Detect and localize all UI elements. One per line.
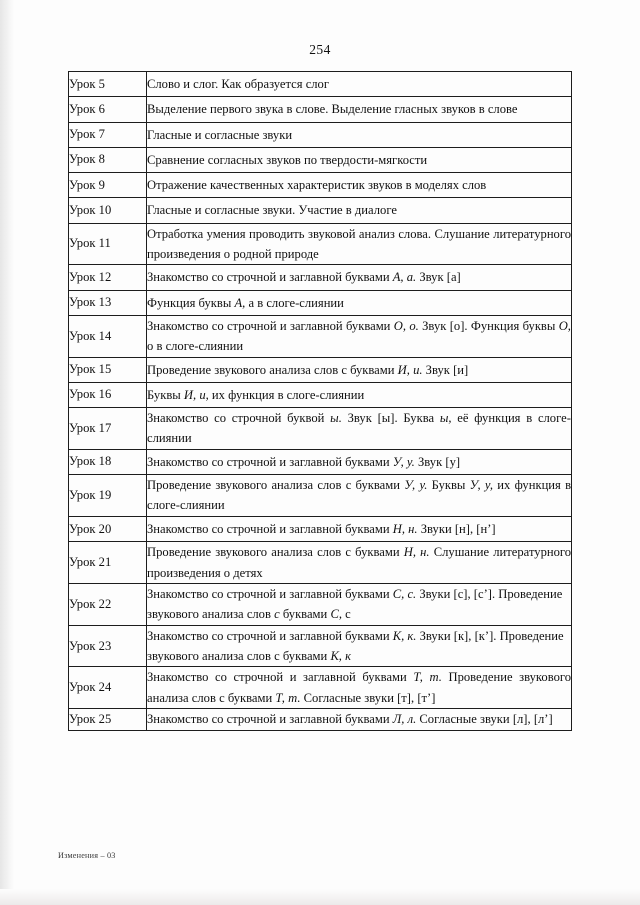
table-row: Урок 19 Проведение звукового анализа слов… [68, 474, 572, 517]
scan-edge-shadow-left [0, 0, 14, 905]
lesson-number-cell: Урок 21 [68, 541, 147, 584]
lesson-number-cell: Урок 10 [68, 197, 147, 224]
lesson-number-cell: Урок 25 [68, 708, 147, 731]
lesson-number-cell: Урок 16 [68, 381, 147, 409]
lesson-number-cell: Урок 14 [68, 314, 147, 358]
lesson-number-cell: Урок 22 [68, 582, 147, 626]
table-row: Урок 24 Знакомство со строчной и заглавно… [68, 666, 572, 710]
table-row: Урок 10 Гласные и согласные звуки. Участи… [68, 197, 572, 224]
table-row: Урок 16 Буквы И, и, их функция в слоге-сл… [68, 381, 572, 409]
scan-edge-shadow-bottom [0, 889, 640, 905]
lesson-number-cell: Урок 20 [68, 515, 147, 543]
lesson-topic-cell: Знакомство со строчной и заглавной буква… [146, 448, 572, 476]
lesson-topic-cell: Отражение качественных характеристик зву… [146, 171, 572, 199]
table-row: Урок 20 Знакомство со строчной и заглавно… [68, 515, 572, 543]
table-row: Урок 9 Отражение качественных характерист… [68, 171, 572, 199]
table-row: Урок 22 Знакомство со строчной и заглавно… [68, 582, 572, 626]
table-row: Урок 14 Знакомство со строчной и заглавно… [68, 314, 572, 358]
lesson-topic-cell: Гласные и согласные звуки. Участие в диа… [146, 197, 572, 224]
table-row: Урок 21 Проведение звукового анализа слов… [68, 541, 572, 584]
table-row: Урок 12 Знакомство со строчной и заглавно… [68, 264, 572, 291]
lesson-topic-cell: Функция буквы А, а в слоге-слиянии [146, 289, 572, 316]
lesson-topic-cell: Знакомство со строчной буквой ы. Звук [ы… [146, 407, 572, 450]
lesson-topic-cell: Буквы И, и, их функция в слоге-слиянии [146, 381, 572, 409]
lesson-topic-cell: Знакомство со строчной и заглавной буква… [146, 264, 572, 291]
lesson-number-cell: Урок 18 [68, 448, 147, 476]
table-row: Урок 11 Отработка умения проводить звуков… [68, 222, 572, 266]
page-number: 254 [309, 42, 331, 57]
lesson-topic-cell: Знакомство со строчной и заглавной буква… [146, 624, 572, 668]
lesson-number-cell: Урок 12 [68, 264, 147, 291]
lesson-table-body: Урок 5 Слово и слог. Как образуется слог У… [68, 70, 572, 731]
table-row: Урок 7 Гласные и согласные звуки [68, 121, 572, 148]
lesson-number-cell: Урок 6 [68, 96, 147, 123]
lesson-schedule-table: Урок 5 Слово и слог. Как образуется слог У… [68, 70, 572, 731]
lesson-topic-cell: Отработка умения проводить звуковой анал… [146, 222, 572, 266]
lesson-number-cell: Урок 8 [68, 146, 147, 174]
lesson-number-cell: Урок 11 [68, 222, 147, 266]
table-row: Урок 15 Проведение звукового анализа слов… [68, 356, 572, 383]
table-row: Урок 23 Знакомство со строчной и заглавно… [68, 624, 572, 668]
lesson-topic-cell: Гласные и согласные звуки [146, 121, 572, 148]
lesson-topic-cell: Слово и слог. Как образуется слог [146, 70, 572, 98]
lesson-topic-cell: Знакомство со строчной и заглавной буква… [146, 708, 572, 731]
lesson-topic-cell: Знакомство со строчной и заглавной буква… [146, 314, 572, 358]
lesson-number-cell: Урок 17 [68, 407, 147, 450]
lesson-topic-cell: Сравнение согласных звуков по твердости-… [146, 146, 572, 174]
table-row: Урок 6 Выделение первого звука в слове. В… [68, 96, 572, 123]
lesson-topic-cell: Знакомство со строчной и заглавной буква… [146, 515, 572, 543]
table-row: Урок 18 Знакомство со строчной и заглавно… [68, 448, 572, 476]
lesson-number-cell: Урок 7 [68, 121, 147, 148]
lesson-number-cell: Урок 13 [68, 289, 147, 316]
lesson-number-cell: Урок 23 [68, 624, 147, 668]
table-row: Урок 8 Сравнение согласных звуков по твер… [68, 146, 572, 174]
lesson-number-cell: Урок 9 [68, 171, 147, 199]
lesson-number-cell: Урок 19 [68, 474, 147, 517]
footer-revision-note: Изменения – 03 [58, 851, 116, 860]
lesson-number-cell: Урок 15 [68, 356, 147, 383]
table-row: Урок 13 Функция буквы А, а в слоге-слияни… [68, 289, 572, 316]
table-row: Урок 25 Знакомство со строчной и заглавно… [68, 708, 572, 731]
lesson-topic-cell: Проведение звукового анализа слов с букв… [146, 541, 572, 584]
lesson-topic-cell: Знакомство со строчной и заглавной буква… [146, 582, 572, 626]
lesson-topic-cell: Проведение звукового анализа слов с букв… [146, 474, 572, 517]
lesson-topic-cell: Знакомство со строчной и заглавной буква… [146, 666, 572, 710]
lesson-topic-cell: Выделение первого звука в слове. Выделен… [146, 96, 572, 123]
lesson-number-cell: Урок 24 [68, 666, 147, 710]
table-row: Урок 5 Слово и слог. Как образуется слог [68, 70, 572, 98]
lesson-number-cell: Урок 5 [68, 70, 147, 98]
table-row: Урок 17 Знакомство со строчной буквой ы. … [68, 407, 572, 450]
lesson-topic-cell: Проведение звукового анализа слов с букв… [146, 356, 572, 383]
